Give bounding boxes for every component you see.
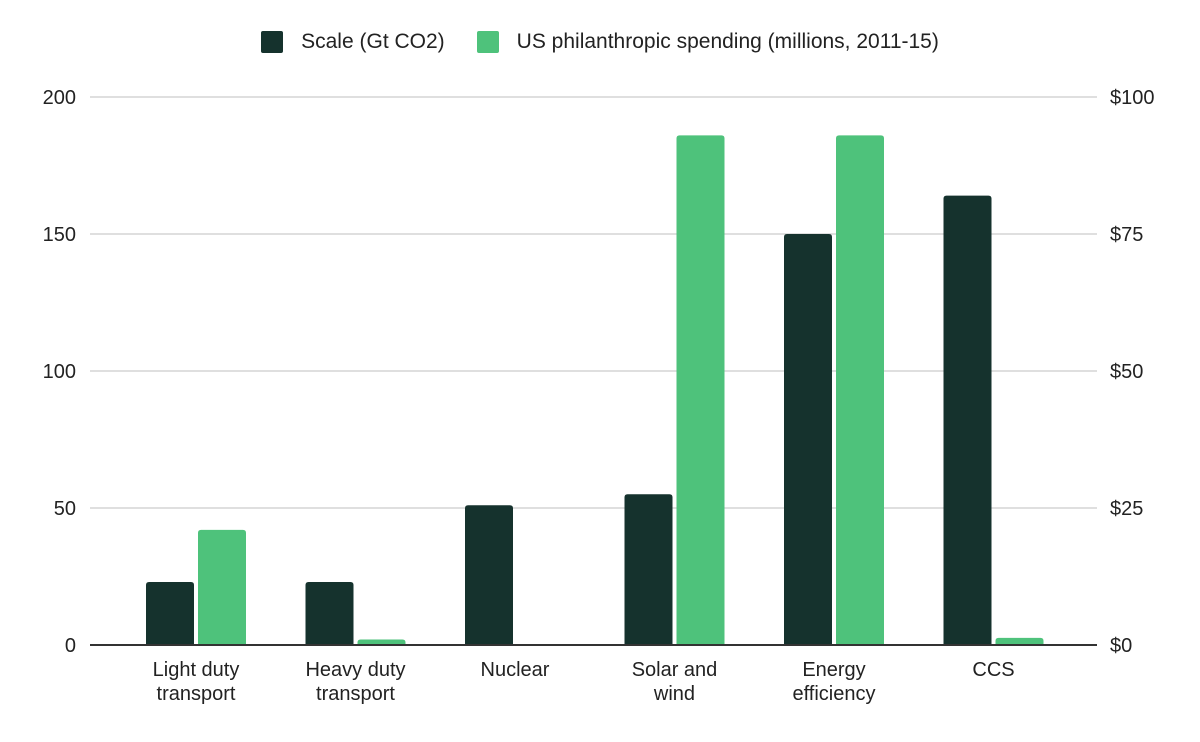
bar-scale	[784, 234, 832, 645]
left-tick-label: 150	[43, 224, 76, 246]
left-tick-label: 200	[43, 87, 76, 109]
x-tick-label: transport	[316, 683, 395, 705]
bar-scale	[146, 581, 194, 645]
x-tick-label: Heavy duty	[305, 659, 405, 681]
legend-item-scale[interactable]: Scale (Gt CO2)	[261, 30, 445, 54]
right-tick-label: $75	[1110, 224, 1143, 246]
legend-label-scale: Scale (Gt CO2)	[301, 30, 445, 53]
right-tick-label: $50	[1110, 361, 1143, 383]
x-tick-label: wind	[653, 683, 695, 705]
legend-label-spending: US philanthropic spending (millions, 201…	[516, 30, 939, 53]
x-tick-label: Nuclear	[481, 659, 550, 681]
x-tick-label: Solar and	[632, 659, 718, 681]
right-tick-label: $100	[1110, 87, 1155, 109]
x-tick-label: Energy	[802, 659, 865, 681]
bar-scale	[624, 494, 673, 645]
right-tick-label: $25	[1110, 498, 1143, 520]
bar-scale	[465, 505, 513, 645]
bar-spending	[995, 637, 1044, 645]
x-tick-label: efficiency	[792, 683, 875, 705]
x-tick-label: Light duty	[153, 659, 240, 681]
bar-spending	[357, 639, 406, 645]
x-tick-label: CCS	[972, 659, 1014, 681]
right-tick-label: $0	[1110, 635, 1132, 657]
bar-spending	[836, 135, 884, 646]
legend-swatch-spending	[476, 31, 499, 53]
left-tick-label: 50	[54, 498, 76, 520]
legend: Scale (Gt CO2) US philanthropic spending…	[0, 30, 1200, 54]
legend-swatch-scale	[261, 31, 284, 53]
bar-scale	[305, 581, 354, 645]
legend-item-spending[interactable]: US philanthropic spending (millions, 201…	[476, 30, 939, 54]
bar-scale	[943, 195, 992, 645]
x-tick-label: transport	[157, 683, 236, 705]
bar-spending	[676, 135, 725, 646]
bar-spending	[198, 529, 246, 645]
left-tick-label: 100	[43, 361, 76, 383]
left-tick-label: 0	[65, 635, 76, 657]
